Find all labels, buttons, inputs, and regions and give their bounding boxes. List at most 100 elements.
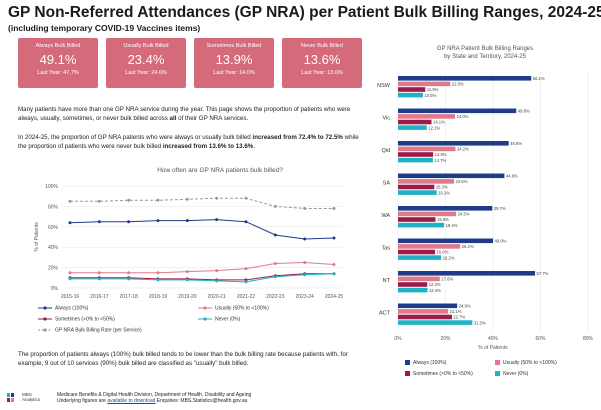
data-label: 14.7% (434, 158, 446, 163)
bar-sometimes (398, 282, 428, 287)
bar-chart-legend: Always (100%) Usually (50% to <100%) Som… (400, 360, 600, 384)
data-point-never (332, 272, 336, 276)
footer-line1: Medicare Benefits & Digital Health Divis… (57, 392, 252, 398)
x-tick-label: 2015-16 (61, 294, 80, 300)
line-chart-title: How often are GP NRA patients bulk bille… (157, 167, 283, 174)
kpi-value: 13.9% (215, 52, 253, 67)
download-link[interactable]: available to download (107, 398, 156, 404)
category-label: Vic (382, 116, 390, 122)
bar-sometimes (398, 119, 432, 125)
series-line-usually (70, 261, 335, 274)
category-label: WA (381, 213, 390, 219)
bar-usually (398, 146, 456, 152)
bar-sometimes (398, 217, 436, 222)
data-point-usually (68, 271, 72, 275)
x-tick-label: 2019-20 (178, 294, 197, 300)
data-point-always (68, 221, 72, 225)
legend-swatch (198, 306, 212, 310)
bar-usually (398, 244, 461, 249)
legend-item-always: Always (100%) (405, 360, 446, 366)
bar-usually (398, 114, 455, 119)
legend-item-usually: Usually (50% to <100%) (198, 305, 269, 311)
data-point-always (332, 236, 336, 240)
bar-chart-title-line: GP NRA Patient Bulk Billing Ranges (436, 46, 534, 52)
data-point-rate (332, 206, 336, 210)
data-label: 15.8% (437, 217, 449, 222)
data-label: 23.6% (456, 179, 468, 184)
bar-always (398, 238, 493, 244)
category-label: SA (383, 181, 391, 187)
data-point-always (97, 220, 101, 224)
data-label: 12.3% (429, 282, 441, 287)
series-line-never (70, 273, 335, 283)
data-label: 22.0% (452, 82, 464, 87)
kpi-value: 49.1% (39, 52, 77, 67)
y-tick-label: 60% (48, 225, 59, 231)
bar-usually (398, 81, 451, 87)
kpi-label: Never Bulk Billed (301, 43, 343, 49)
kpi-last-year: Last Year: 47.7% (37, 70, 79, 76)
mbs-logo-icon (7, 393, 14, 402)
legend-item-sometimes: Sometimes (>0% to <50%) (38, 316, 115, 322)
kpi-value: 23.4% (127, 52, 165, 67)
data-label: 22.7% (453, 315, 465, 320)
data-point-usually (332, 263, 336, 267)
data-label: 15.3% (436, 185, 448, 190)
kpi-last-year: Last Year: 13.6% (301, 70, 343, 76)
legend-item-always: Always (100%) (38, 305, 88, 311)
data-point-never (185, 278, 189, 282)
bar-always (398, 76, 532, 81)
data-label: 17.6% (441, 277, 453, 282)
page-subtitle: (including temporary COVID-19 Vaccines i… (8, 23, 201, 33)
data-point-never (215, 279, 219, 283)
footer: MBS Analytics Medicare Benefits & Digita… (0, 388, 601, 410)
page-title: GP Non-Referred Attendances (GP NRA) per… (8, 4, 601, 21)
data-label: 15.6% (437, 250, 449, 255)
kpi-last-year: Last Year: 24.6% (125, 70, 167, 76)
data-label: 24.0% (457, 114, 469, 119)
kpi-label: Always Bulk Billed (35, 43, 81, 49)
bar-chart-title: GP NRA Patient Bulk Billing Ranges by St… (400, 45, 570, 61)
x-tick-label: 2023-24 (295, 294, 314, 300)
data-point-usually (127, 271, 131, 275)
x-tick-label: 2016-17 (90, 294, 109, 300)
kpi-label: Sometimes Bulk Billed (206, 43, 262, 49)
bar-usually (398, 211, 457, 217)
data-label: 57.7% (537, 271, 549, 276)
legend-item-never: Never (0%) (198, 316, 240, 322)
data-point-never (156, 278, 160, 282)
bar-always (398, 108, 517, 114)
legend-item-rate: GP NRA Bulk Billing Rate (per Service) (38, 327, 142, 333)
data-point-usually (303, 261, 307, 264)
data-point-always (303, 237, 307, 241)
org-name: MBS Analytics (22, 392, 41, 402)
data-label: 44.8% (506, 174, 518, 179)
y-tick-label: 40% (48, 245, 59, 251)
x-tick-label: 2018-19 (149, 294, 168, 300)
data-label: 12.4% (429, 288, 441, 293)
data-point-rate (244, 196, 248, 200)
category-label: NSW (377, 83, 391, 89)
y-tick-label: 80% (48, 204, 59, 210)
bar-usually (398, 179, 455, 184)
series-line-sometimes (70, 273, 334, 281)
data-label: 24.9% (459, 304, 471, 309)
x-tick-label: 2017-18 (119, 294, 138, 300)
data-point-rate (156, 198, 160, 202)
data-point-usually (273, 262, 277, 266)
data-point-usually (97, 271, 101, 275)
kpi-sometimes-card: Sometimes Bulk Billed 13.9% Last Year: 1… (194, 38, 274, 88)
data-point-usually (185, 270, 189, 274)
bar-sometimes (398, 184, 435, 190)
data-point-usually (215, 269, 219, 273)
bar-sometimes (398, 152, 434, 157)
data-label: 49.8% (518, 109, 530, 114)
category-label: Tas (381, 246, 390, 252)
legend-swatch (38, 306, 52, 310)
data-point-never (273, 275, 277, 279)
y-tick-label: 20% (48, 266, 59, 272)
x-axis-label: % of Patients (478, 345, 508, 351)
bar-sometimes (398, 249, 436, 255)
bar-always (398, 173, 505, 179)
bar-never (398, 157, 433, 163)
